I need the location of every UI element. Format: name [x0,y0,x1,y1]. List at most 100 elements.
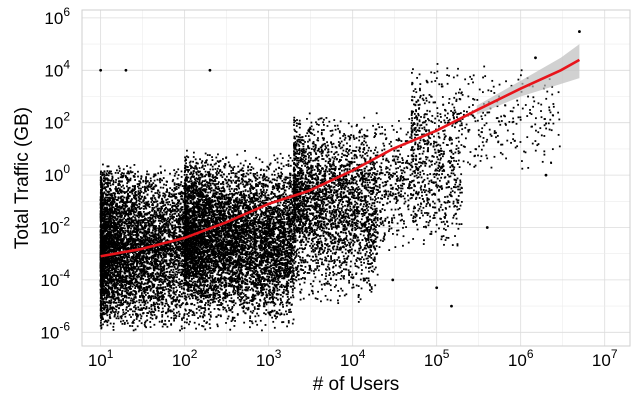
scatter-point [206,240,208,243]
scatter-point [154,174,157,177]
scatter-point [178,268,181,271]
scatter-point [123,283,126,286]
scatter-point [109,301,112,303]
scatter-point [165,311,168,314]
scatter-point [145,255,148,257]
scatter-point [139,222,142,225]
scatter-point [182,282,185,285]
scatter-point [273,287,276,290]
scatter-point [230,187,233,190]
scatter-point [251,267,254,270]
scatter-point [141,195,143,198]
scatter-point [283,184,285,187]
scatter-point [107,165,110,168]
scatter-point [111,276,114,279]
scatter-point [257,314,260,317]
scatter-point [276,176,279,179]
scatter-point [284,213,287,216]
scatter-point [166,285,169,287]
scatter-point [180,279,183,282]
scatter-point [274,315,276,318]
scatter-point [262,305,265,308]
scatter-point [195,166,198,169]
scatter-point [281,218,284,221]
scatter-point [146,185,149,188]
scatter-point [268,211,271,214]
scatter-point [145,233,148,236]
scatter-point [218,213,220,216]
scatter-point [245,172,248,175]
scatter-point [179,283,182,286]
scatter-point [122,199,125,202]
scatter-point [122,311,125,314]
scatter-point [159,220,162,222]
scatter-point [231,239,234,242]
scatter-point [180,285,183,288]
scatter-point [134,188,136,191]
scatter-point [177,174,180,176]
scatter-point [173,280,175,283]
scatter-point [281,242,284,244]
scatter-point [164,280,167,283]
scatter-point [210,287,213,290]
scatter-point [174,224,176,227]
scatter-point [172,268,175,271]
scatter-points [99,30,581,332]
scatter-point [109,189,112,191]
scatter-point [111,196,114,199]
scatter-point [111,176,114,179]
scatter-point [116,212,119,215]
scatter-point [146,249,149,252]
scatter-point [181,327,183,330]
scatter-point [188,323,190,326]
scatter-point [241,266,243,269]
scatter-point [122,280,124,283]
scatter-point [233,299,235,302]
scatter-point [148,256,151,259]
scatter-point [149,240,152,243]
scatter-point [233,219,236,222]
scatter-point [144,289,147,291]
scatter-point [233,304,235,307]
scatter-point [111,271,114,274]
scatter-point [169,309,172,312]
scatter-point [256,235,259,237]
scatter-point [177,223,180,226]
scatter-point [254,277,257,280]
scatter-point [204,296,207,299]
scatter-point [258,274,261,277]
scatter-point [137,245,140,248]
scatter-point [174,317,177,319]
scatter-point [232,285,234,288]
scatter-point [169,172,171,175]
scatter-point [171,249,173,252]
scatter-point [124,229,127,232]
scatter-point [172,178,175,181]
scatter-point [258,216,261,219]
scatter-point [260,270,263,273]
scatter-point [110,299,113,301]
scatter-point [133,226,136,229]
scatter-point [122,168,125,171]
scatter-point [258,277,260,280]
scatter-point [175,306,178,309]
scatter-point [286,285,288,288]
scatter-point [158,191,161,194]
scatter-point [276,277,279,280]
scatter-point [170,253,173,255]
scatter-point [195,177,198,180]
scatter-point [105,310,108,313]
scatter-point [254,203,257,205]
scatter-point [234,255,237,258]
scatter-point [163,280,165,283]
scatter-point [172,271,175,274]
scatter-point [149,179,152,182]
scatter-point [101,312,104,314]
scatter-point [112,322,115,325]
scatter-point [236,203,239,206]
scatter-point [283,218,286,220]
scatter-point [288,262,290,265]
scatter-point [143,213,146,215]
scatter-point [233,259,235,262]
scatter-point [105,186,108,188]
